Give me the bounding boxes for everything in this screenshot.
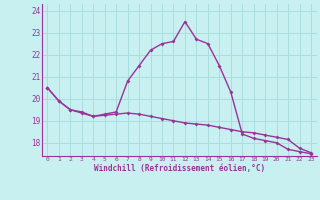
X-axis label: Windchill (Refroidissement éolien,°C): Windchill (Refroidissement éolien,°C) <box>94 164 265 173</box>
